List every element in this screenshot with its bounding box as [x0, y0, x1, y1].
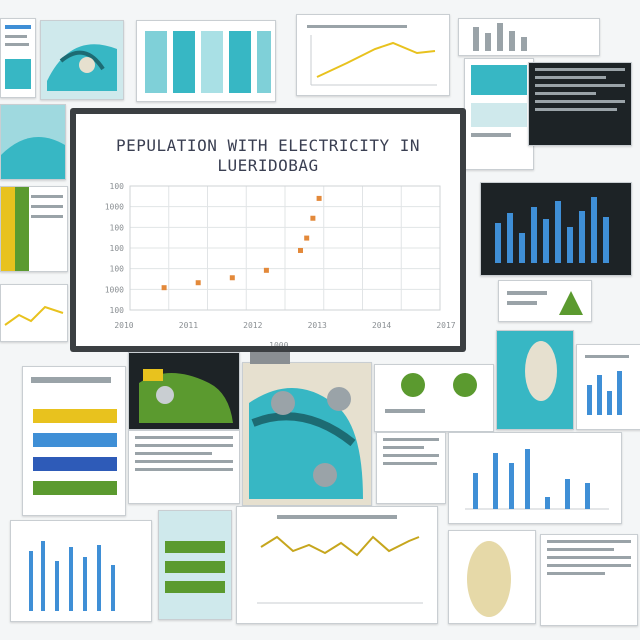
chart-title: PEPULATION WITH ELECTRICITY IN: [116, 136, 420, 155]
thumb-bars-teal: [136, 20, 276, 102]
x-tick-label: 2017: [436, 321, 455, 330]
thumb-panel-right-a: [464, 58, 534, 170]
scatter-point: [310, 215, 316, 221]
thumb-text-bottom-right: [540, 534, 638, 626]
y-tick-label: 100: [110, 244, 125, 253]
scatter-point: [195, 280, 201, 286]
y-tick-label: 100: [110, 265, 125, 274]
thumb-object-photo: [448, 530, 536, 624]
x-tick-label: 2013: [308, 321, 327, 330]
y-tick-label: 1000: [105, 285, 124, 294]
scatter-point: [263, 267, 269, 273]
scatter-point: [161, 285, 167, 291]
x-tick-label: 2012: [243, 321, 262, 330]
thumb-legend-bars: [22, 366, 126, 516]
plot-frame: [129, 185, 441, 311]
monitor: PEPULATION WITH ELECTRICITY IN LUERIDOBA…: [70, 108, 466, 352]
y-tick-label: 100: [110, 306, 125, 315]
thumb-green-plants: [158, 510, 232, 620]
thumb-dark-text-panel: [528, 62, 632, 146]
thumb-green-circles: [374, 364, 494, 432]
thumb-bars-bottom-left: [10, 520, 152, 622]
scatter-chart: 100 1000 100 100 100 1000 100 2010 2011 2012 2013 2…: [105, 182, 456, 346]
chart-screen: PEPULATION WITH ELECTRICITY IN LUERIDOBA…: [76, 114, 460, 346]
thumb-sidebar-left: [0, 104, 66, 180]
y-tick-label: 100: [110, 182, 125, 191]
x-tick-label: 2010: [114, 321, 133, 330]
thumb-map-teal: [40, 20, 124, 100]
x-axis-label: 1000: [269, 341, 288, 346]
y-tick-label: 1000: [105, 203, 124, 212]
thumb-line-chart-bottom: [236, 506, 438, 624]
chart-subtitle: LUERIDOBAG: [217, 156, 319, 175]
x-tick-label: 2014: [372, 321, 391, 330]
x-tick-label: 2011: [179, 321, 198, 330]
y-tick-label: 100: [110, 223, 125, 232]
thumb-dark-bar-chart: [480, 182, 632, 276]
thumb-line-chart-left: [0, 284, 68, 342]
thumb-line-chart-yellow: [296, 14, 450, 96]
thumb-blue-bars-right: [576, 344, 640, 430]
thumb-striped-panel-left: [0, 186, 68, 272]
scatter-point: [229, 275, 235, 281]
thumb-dashboard-top-left: [0, 18, 36, 98]
scatter-point: [304, 235, 310, 241]
monitor-stand: [250, 352, 290, 364]
thumb-map-large: [242, 362, 372, 506]
thumb-bar-chart-blue: [448, 432, 622, 524]
scatter-point: [298, 247, 303, 253]
thumb-bar-chart-top-right: [458, 18, 600, 56]
thumb-dark-map: [128, 352, 240, 430]
thumb-triangle-panel: [498, 280, 592, 322]
scatter-point: [316, 195, 322, 201]
thumb-photo-teal: [496, 330, 574, 430]
thumb-text-panel-mid: [128, 430, 240, 504]
thumb-table-panel: [376, 432, 446, 504]
